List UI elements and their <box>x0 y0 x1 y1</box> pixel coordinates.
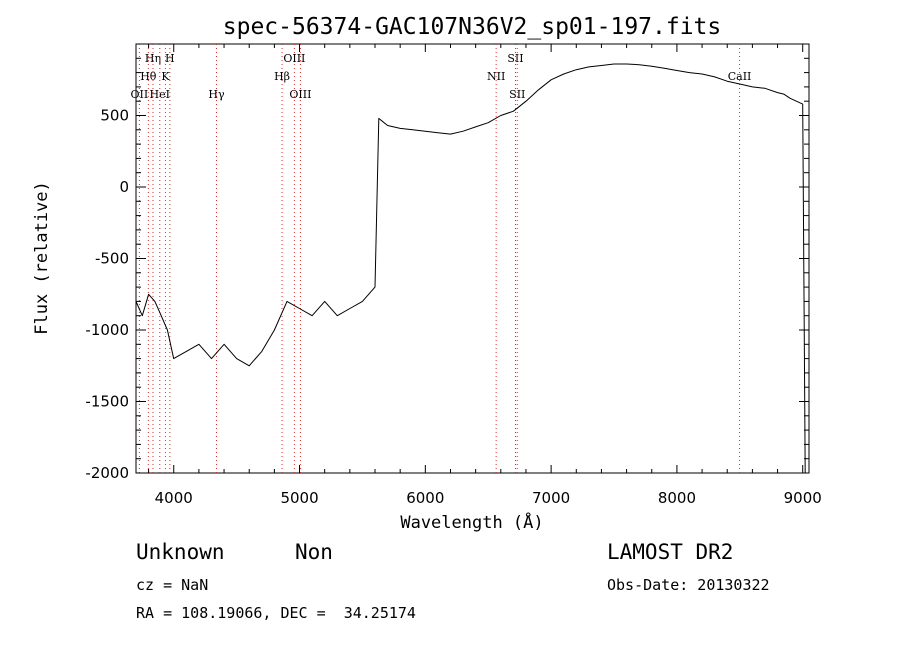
plot-frame <box>135 43 810 474</box>
marker-label-2: Hη <box>145 52 161 65</box>
axis-ticks: 4000 5000 6000 7000 8000 9000-2000-1500-1000-… <box>85 44 822 507</box>
marker-label-9: OIII <box>289 88 311 101</box>
marker-label-11: SII <box>507 52 523 65</box>
x-tick-label-2: 6000 <box>406 489 444 507</box>
marker-label-1: Hθ <box>140 70 157 83</box>
x-tick-label-5: 9000 <box>784 489 822 507</box>
marker-label-13: CaII <box>728 70 752 83</box>
marker-label-5: H <box>165 52 175 65</box>
observation-date: Obs-Date: 20130322 <box>607 576 770 594</box>
y-tick-label-3: -500 <box>95 250 129 268</box>
x-tick-label-3: 7000 <box>532 489 570 507</box>
y-tick-label-1: -1500 <box>85 393 129 411</box>
redshift-readout: cz = NaN <box>136 576 209 594</box>
marker-label-0: OII <box>131 88 149 101</box>
marker-label-6: Hγ <box>208 88 225 101</box>
marker-label-12: SII <box>509 88 525 101</box>
object-class: Unknown <box>136 540 225 564</box>
marker-label-7: Hβ <box>274 70 290 83</box>
survey-name: LAMOST DR2 <box>607 540 734 564</box>
marker-label-10: NII <box>487 70 505 83</box>
x-axis-label: Wavelength (Å) <box>400 511 543 533</box>
series-line-0 <box>135 63 806 474</box>
x-tick-label-4: 8000 <box>658 489 696 507</box>
series-group <box>135 63 806 474</box>
y-tick-label-5: 500 <box>100 107 129 125</box>
x-tick-label-1: 5000 <box>280 489 318 507</box>
y-tick-label-4: 0 <box>119 178 129 196</box>
object-subclass: Non <box>295 540 333 564</box>
chart-title: spec-56374-GAC107N36V2_sp01-197.fits <box>223 14 722 40</box>
coordinates-readout: RA = 108.19066, DEC = 34.25174 <box>136 604 416 622</box>
x-tick-label-0: 4000 <box>155 489 193 507</box>
y-tick-label-0: -2000 <box>85 464 129 482</box>
y-tick-label-2: -1000 <box>85 321 129 339</box>
y-axis-label: Flux (relative) <box>32 181 52 335</box>
marker-label-4: K <box>161 70 170 83</box>
marker-label-3: HeI <box>150 88 170 101</box>
marker-label-8: OIII <box>283 52 305 65</box>
